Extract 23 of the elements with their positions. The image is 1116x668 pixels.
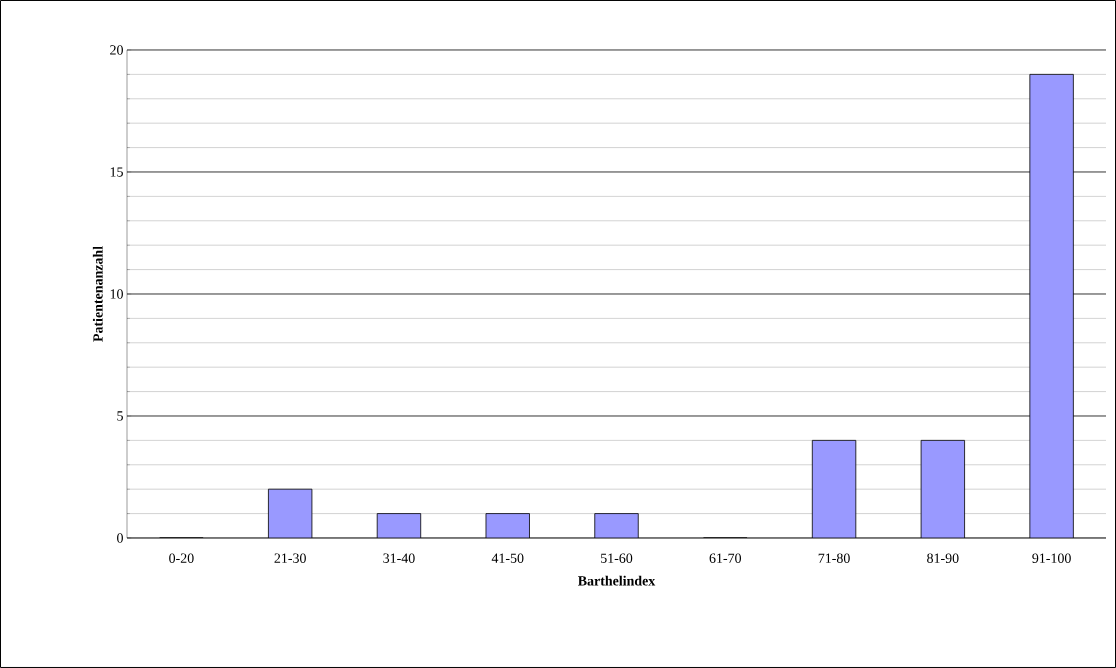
y-tick-label: 0 [117,533,123,543]
x-tick-label: 81-90 [927,553,959,563]
bar [594,513,639,538]
bar [485,513,530,538]
bar [920,439,965,538]
y-tick-label: 15 [110,167,123,177]
bar [811,439,857,538]
x-tick-label: 31-40 [383,553,415,563]
x-tick-label: 0-20 [169,553,194,563]
bar [1029,73,1074,538]
x-tick-label: 41-50 [491,553,524,563]
y-tick-label: 5 [117,411,123,421]
x-tick-label: 51-60 [601,553,633,563]
bar [376,513,422,538]
bar [268,488,313,538]
x-tick-label: 61-70 [709,553,742,563]
y-tick-label: 20 [110,45,123,55]
x-tick-label: 71-80 [818,553,850,563]
x-tick-label: 91-100 [1032,553,1071,563]
x-axis-title: Barthelindex [578,575,656,586]
y-axis-title: Patientenanzahl [92,246,103,342]
y-tick-label: 10 [110,289,123,299]
x-tick-label: 21-30 [274,553,306,563]
